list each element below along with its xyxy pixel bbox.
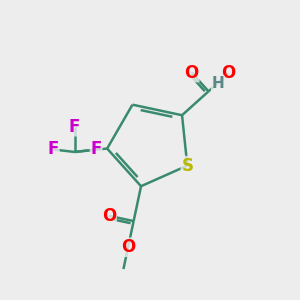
Text: O: O	[184, 64, 199, 82]
Text: F: F	[47, 140, 59, 158]
Text: O: O	[121, 238, 135, 256]
Text: F: F	[69, 118, 80, 136]
Text: O: O	[221, 64, 236, 82]
Text: S: S	[181, 157, 193, 175]
Text: H: H	[212, 76, 224, 92]
Text: O: O	[102, 207, 116, 225]
Text: F: F	[90, 140, 102, 158]
